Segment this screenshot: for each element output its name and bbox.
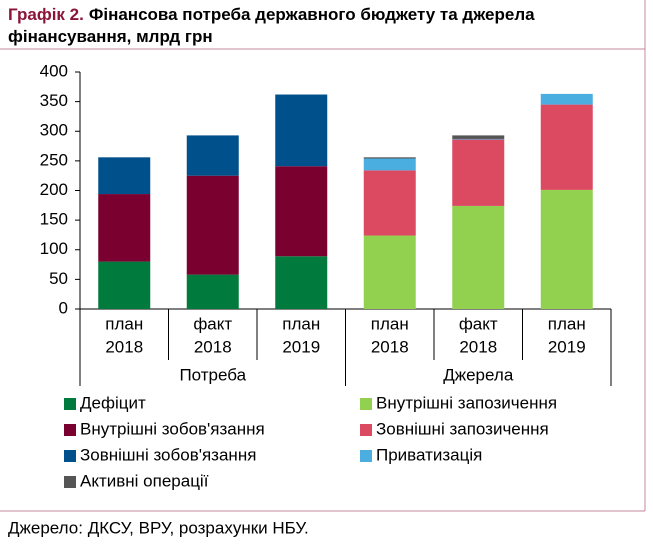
x-tick-label: 2019 xyxy=(548,337,586,356)
bar-segment xyxy=(540,104,593,190)
legend-swatch xyxy=(64,398,76,410)
y-tick-label: 0 xyxy=(59,298,68,317)
bar-segment xyxy=(363,157,416,159)
bar-segment xyxy=(540,93,593,105)
x-tick-label: 2018 xyxy=(459,337,497,356)
x-tick-label: факт xyxy=(193,314,232,333)
y-tick-label: 150 xyxy=(40,210,68,229)
bar-segment xyxy=(452,138,505,140)
group-label: Джерела xyxy=(443,365,514,384)
x-tick-label: факт xyxy=(459,314,498,333)
legend-label: Приватизація xyxy=(376,445,482,464)
title-label: Графік 2. xyxy=(8,5,84,24)
bar-segment xyxy=(540,189,593,309)
legend-label: Внутрішні запозичення xyxy=(376,393,557,412)
y-tick-label: 300 xyxy=(40,121,68,140)
bar-segment xyxy=(98,261,151,309)
legend-swatch xyxy=(64,476,76,488)
y-tick-label: 400 xyxy=(40,61,68,80)
legend-label: Активні операції xyxy=(80,471,209,490)
x-tick-label: план xyxy=(371,314,409,333)
bar-segment xyxy=(186,175,239,275)
x-tick-label: план xyxy=(282,314,320,333)
bar-segment xyxy=(98,157,151,195)
bar-segment xyxy=(452,135,505,139)
x-tick-label: план xyxy=(548,314,586,333)
bar-segment xyxy=(98,194,151,262)
bar-segment xyxy=(363,158,416,171)
legend-swatch xyxy=(360,450,372,462)
bar-segment xyxy=(452,205,505,309)
y-tick-label: 350 xyxy=(40,91,68,110)
group-label: Потреба xyxy=(179,365,246,384)
legend-label: Внутрішні зобов'язання xyxy=(80,419,265,438)
source-note: Джерело: ДКСУ, ВРУ, розрахунки НБУ. xyxy=(8,518,309,537)
bar-segment xyxy=(452,139,505,206)
bar-segment xyxy=(275,256,328,309)
chart-title: Графік 2. xyxy=(8,5,84,24)
bar-segment xyxy=(363,170,416,236)
x-tick-label: 2018 xyxy=(105,337,143,356)
bar-segment xyxy=(363,235,416,309)
legend-label: Дефіцит xyxy=(80,393,146,412)
legend-label: Зовнішні зобов'язання xyxy=(80,445,256,464)
legend-swatch xyxy=(360,424,372,436)
x-tick-label: план xyxy=(105,314,143,333)
legend-swatch xyxy=(64,424,76,436)
y-tick-label: 50 xyxy=(49,269,68,288)
title-line: фінансування, млрд грн xyxy=(8,27,213,46)
x-tick-label: 2018 xyxy=(194,337,232,356)
y-tick-label: 250 xyxy=(40,150,68,169)
x-tick-label: 2019 xyxy=(282,337,320,356)
legend-label: Зовнішні запозичення xyxy=(376,419,549,438)
bar-segment xyxy=(186,274,239,309)
bar-segment xyxy=(275,94,328,167)
legend-swatch xyxy=(360,398,372,410)
legend-swatch xyxy=(64,450,76,462)
y-tick-label: 100 xyxy=(40,239,68,258)
title-line: Фінансова потреба державного бюджету та … xyxy=(89,5,535,24)
bar-segment xyxy=(275,166,328,257)
chart-title: Фінансова потреба державного бюджету та … xyxy=(8,5,535,46)
bar-segment xyxy=(186,135,239,176)
x-tick-label: 2018 xyxy=(371,337,409,356)
y-tick-label: 200 xyxy=(40,180,68,199)
